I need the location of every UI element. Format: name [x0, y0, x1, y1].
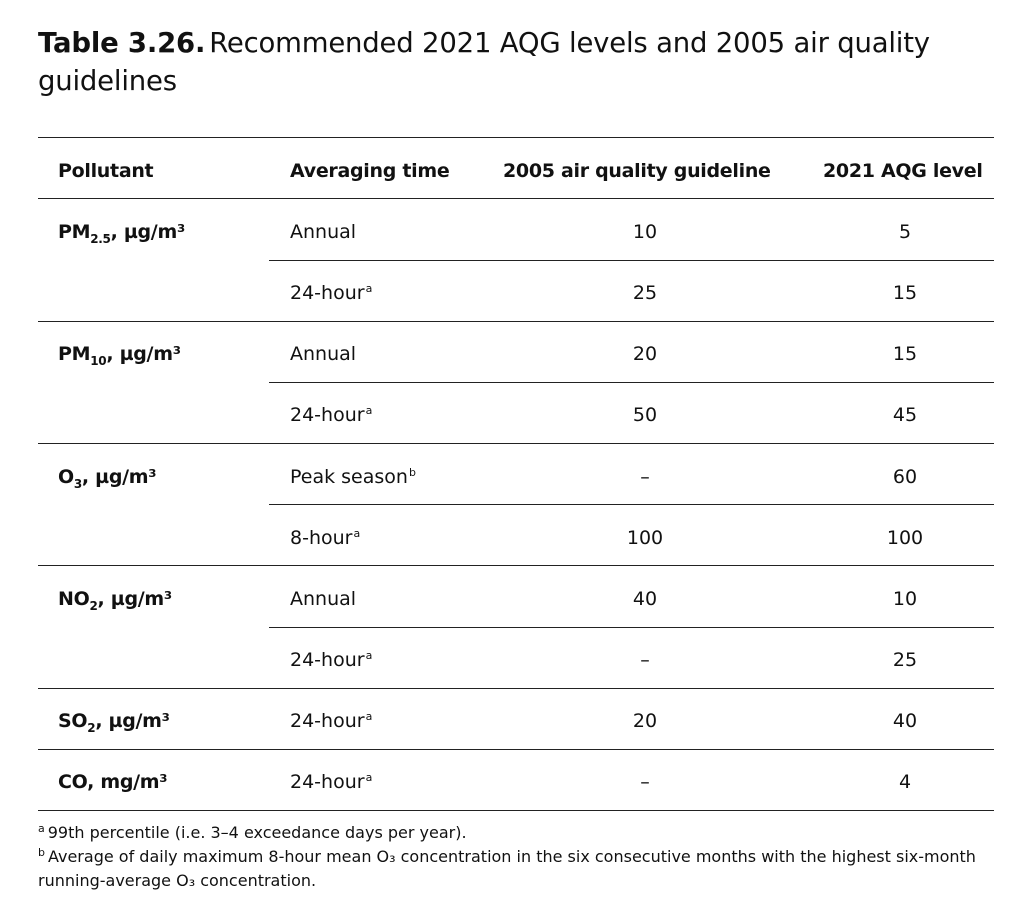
averaging-time-cell: Annual: [290, 343, 357, 365]
guideline-2005-cell: 40: [632, 588, 658, 610]
pollutant-co: CO, mg/m³: [58, 771, 168, 793]
group-divider: [38, 688, 994, 689]
guideline-2005-cell: 20: [632, 710, 658, 732]
level-2021-cell: 15: [892, 343, 918, 365]
header-bottom-rule: [38, 198, 994, 199]
guideline-2005-cell: –: [640, 771, 650, 793]
guideline-2005-cell: 20: [632, 343, 658, 365]
row-divider: [269, 260, 994, 261]
row-divider: [269, 504, 994, 505]
averaging-time-cell: Peak seasonb: [290, 466, 416, 488]
guideline-2005-cell: 100: [626, 527, 664, 549]
pollutant-pm25: PM2.5, µg/m³: [58, 221, 185, 246]
table-title-line1: Recommended 2021 AQG levels and 2005 air…: [209, 27, 930, 59]
table-top-rule: [38, 137, 994, 138]
level-2021-cell: 10: [892, 588, 918, 610]
footnote-b-continued: running-average O₃ concentration.: [38, 871, 317, 890]
level-2021-cell: 40: [892, 710, 918, 732]
pollutant-no2: NO2, µg/m³: [58, 588, 172, 613]
header-2021-level: 2021 AQG level: [823, 160, 983, 182]
group-divider: [38, 749, 994, 750]
averaging-time-cell: 24-houra: [290, 649, 373, 671]
group-divider: [38, 565, 994, 566]
pollutant-pm10: PM10, µg/m³: [58, 343, 181, 368]
guideline-2005-cell: 25: [632, 282, 658, 304]
level-2021-cell: 5: [898, 221, 912, 243]
footnote-b: b Average of daily maximum 8-hour mean O₃…: [38, 846, 976, 866]
footnote-a: a 99th percentile (i.e. 3–4 exceedance da…: [38, 822, 467, 842]
table-title: Table 3.26. Recommended 2021 AQG levels a…: [38, 24, 978, 100]
averaging-time-cell: 8-houra: [290, 527, 361, 549]
row-divider: [269, 382, 994, 383]
level-2021-cell: 60: [892, 466, 918, 488]
table-title-line2: guidelines: [38, 65, 177, 97]
level-2021-cell: 15: [892, 282, 918, 304]
table-number: Table 3.26.: [38, 27, 206, 59]
level-2021-cell: 4: [898, 771, 912, 793]
pollutant-o3: O3, µg/m³: [58, 466, 157, 491]
level-2021-cell: 45: [892, 404, 918, 426]
group-divider: [38, 321, 994, 322]
header-pollutant: Pollutant: [58, 160, 154, 182]
averaging-time-cell: Annual: [290, 588, 357, 610]
table-bottom-rule: [38, 810, 994, 811]
guideline-2005-cell: –: [640, 649, 650, 671]
header-2005-guideline: 2005 air quality guideline: [503, 160, 771, 182]
averaging-time-cell: 24-houra: [290, 710, 373, 732]
guideline-2005-cell: –: [640, 466, 650, 488]
header-averaging-time: Averaging time: [290, 160, 450, 182]
level-2021-cell: 25: [892, 649, 918, 671]
averaging-time-cell: 24-houra: [290, 282, 373, 304]
row-divider: [269, 627, 994, 628]
group-divider: [38, 443, 994, 444]
guideline-2005-cell: 50: [632, 404, 658, 426]
pollutant-so2: SO2, µg/m³: [58, 710, 170, 735]
averaging-time-cell: 24-houra: [290, 404, 373, 426]
guideline-2005-cell: 10: [632, 221, 658, 243]
averaging-time-cell: 24-houra: [290, 771, 373, 793]
level-2021-cell: 100: [886, 527, 924, 549]
averaging-time-cell: Annual: [290, 221, 357, 243]
